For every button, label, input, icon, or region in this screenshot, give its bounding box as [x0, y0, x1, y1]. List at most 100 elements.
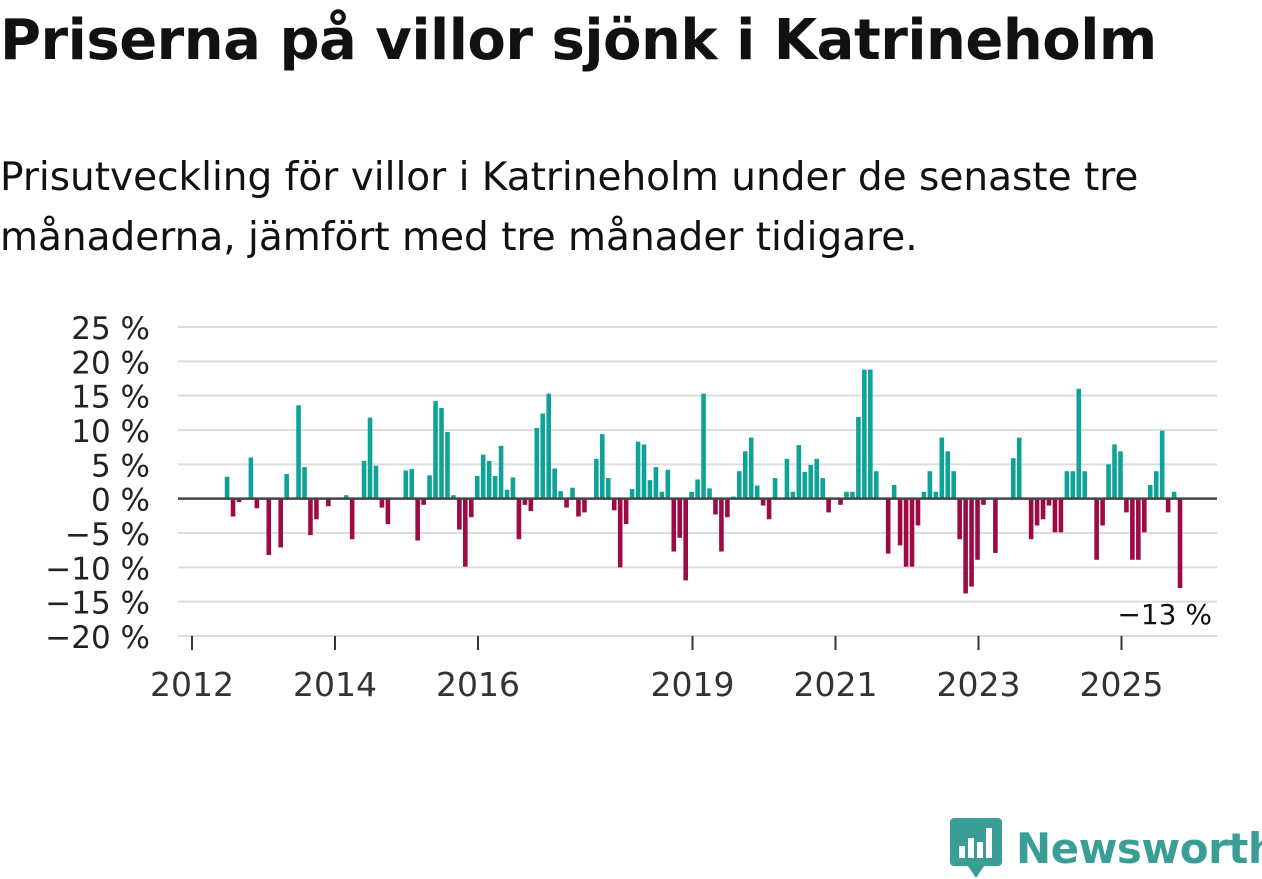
x-tick-label: 2012 [150, 665, 234, 704]
bar [951, 471, 957, 499]
y-tick-label: −5 % [65, 517, 150, 553]
bar [540, 413, 546, 499]
bar [427, 475, 432, 499]
bar [498, 445, 504, 499]
bar [963, 498, 968, 594]
bar [1016, 437, 1022, 499]
bar [236, 498, 242, 503]
bar [647, 480, 653, 499]
bar [927, 471, 933, 499]
bar [534, 427, 540, 499]
newsworthy-logo[interactable]: Newsworthy [950, 818, 1262, 878]
bar [415, 498, 420, 541]
bar [421, 498, 426, 505]
bar [361, 460, 367, 499]
annotations: −13 % [1117, 598, 1212, 631]
bar [552, 468, 557, 499]
grid-lines [178, 326, 1217, 637]
bars [224, 369, 1183, 594]
bar [981, 498, 986, 505]
bar [957, 498, 962, 540]
x-tick-label: 2016 [436, 665, 520, 704]
bar [683, 498, 688, 581]
bar [1153, 471, 1159, 499]
bar [1052, 498, 1058, 533]
y-tick-label: 25 % [71, 311, 150, 347]
bar [885, 498, 891, 554]
bar [373, 465, 379, 499]
bar [1147, 484, 1153, 499]
bar [677, 498, 683, 538]
bar [480, 454, 486, 499]
bar [248, 457, 254, 499]
bar [862, 369, 867, 499]
bar [719, 498, 724, 552]
bar [385, 498, 391, 525]
bar [564, 498, 569, 508]
y-tick-label: 5 % [91, 448, 150, 484]
bar [266, 498, 272, 555]
bar [600, 434, 605, 499]
bar [969, 498, 974, 587]
y-tick-label: −10 % [45, 551, 150, 587]
bar [1058, 498, 1064, 533]
bar [796, 445, 802, 499]
bar [909, 498, 915, 567]
bar [1070, 471, 1076, 499]
bar [814, 458, 820, 499]
bar [635, 441, 641, 499]
bar [594, 458, 599, 499]
bar [582, 498, 587, 513]
bar [546, 393, 552, 499]
x-tick-label: 2023 [937, 665, 1021, 704]
last-value-label: −13 % [1117, 598, 1212, 631]
bar [915, 498, 921, 526]
bar [897, 498, 903, 546]
bar [463, 498, 468, 567]
bar [617, 498, 623, 568]
bar [844, 491, 849, 499]
bar [522, 498, 528, 505]
bar [838, 498, 843, 505]
bar [808, 465, 814, 499]
bar [921, 491, 927, 499]
bar [790, 491, 796, 499]
bar [772, 478, 778, 499]
bar [1034, 498, 1040, 526]
y-tick-label: 15 % [71, 380, 150, 416]
bar [296, 405, 301, 499]
x-tick-label: 2019 [651, 665, 735, 704]
bar [254, 498, 260, 509]
bar [409, 469, 415, 499]
y-tick-label: 20 % [71, 345, 150, 381]
bar [784, 458, 790, 499]
bar [570, 487, 575, 499]
bar [939, 437, 945, 499]
bar [665, 469, 671, 499]
bar [1165, 498, 1171, 513]
x-tick-label: 2021 [794, 665, 878, 704]
bar [314, 498, 319, 520]
bar [725, 498, 730, 518]
bar [492, 476, 498, 499]
bar [445, 432, 450, 499]
bar [1124, 498, 1129, 513]
bar [284, 473, 289, 499]
bar [868, 369, 873, 499]
bar [439, 408, 444, 499]
bar [856, 416, 861, 499]
bar [326, 498, 331, 507]
bar [1046, 498, 1052, 506]
bar [1100, 498, 1105, 526]
bar [1171, 491, 1177, 499]
bar [403, 470, 409, 499]
bar [516, 498, 522, 540]
x-tick-label: 2014 [293, 665, 377, 704]
bar [707, 488, 712, 499]
bar [671, 498, 677, 552]
bar [1010, 458, 1016, 499]
bar [623, 498, 629, 525]
bar [748, 437, 754, 499]
y-tick-label: −20 % [45, 620, 150, 656]
bar [659, 491, 665, 499]
